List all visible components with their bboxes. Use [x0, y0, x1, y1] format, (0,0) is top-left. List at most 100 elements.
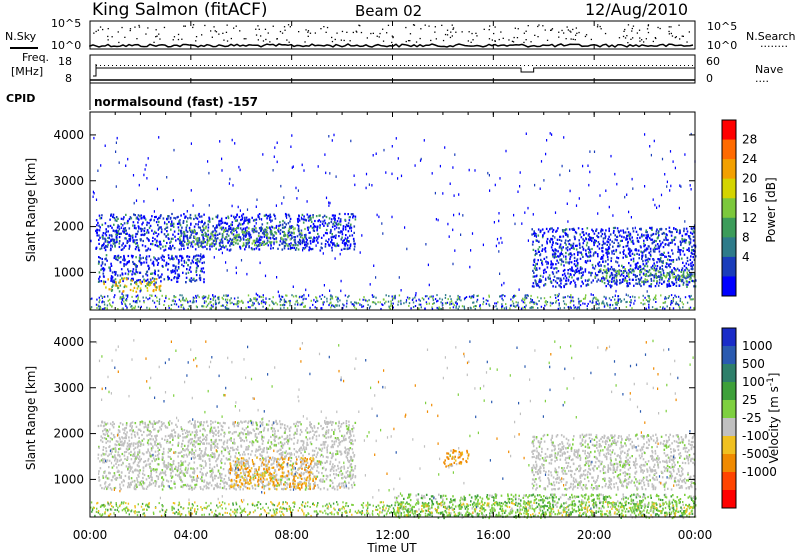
power-cell [549, 280, 552, 283]
power-cell [619, 279, 621, 282]
power-ground [299, 303, 301, 306]
power-cell [234, 237, 237, 240]
velocity-cell [133, 442, 135, 445]
power-cell [607, 252, 609, 255]
power-cell [662, 246, 665, 249]
power-cell [644, 269, 646, 272]
power-cell [344, 244, 346, 247]
power-speckle [600, 264, 602, 267]
power-ground [398, 300, 400, 303]
power-speckle [539, 187, 541, 190]
power-cell [559, 285, 561, 288]
noise-search-point [525, 39, 527, 41]
power-cell [312, 240, 314, 243]
power-cell [297, 217, 300, 220]
power-cell [236, 239, 239, 242]
power-ground [329, 298, 332, 301]
noise-search-point [286, 39, 288, 41]
power-cell [252, 219, 255, 222]
nave-point [212, 65, 213, 66]
power-ground [362, 305, 365, 308]
power-cell [626, 227, 629, 230]
nave-point [440, 65, 441, 66]
noise-search-point [192, 26, 194, 29]
power-cell [564, 239, 567, 242]
power-cell [657, 236, 659, 240]
power-cell [98, 277, 100, 280]
power-cell [345, 234, 347, 237]
power-cell [653, 274, 655, 277]
power-ground [475, 305, 477, 308]
power-cell [324, 245, 327, 248]
power-cell [679, 229, 681, 232]
power-ground [265, 307, 267, 310]
velocity-cell [305, 436, 307, 439]
power-cell [157, 262, 160, 265]
power-cell [642, 260, 644, 263]
power-ground [247, 306, 250, 309]
power-ground [501, 294, 503, 297]
noise-search-point [192, 24, 195, 26]
power-ground [294, 307, 296, 310]
power-cell [651, 238, 654, 241]
power-cell [104, 240, 107, 243]
power-cell [135, 265, 137, 268]
power-cell [608, 280, 611, 283]
noise-search-point [323, 26, 325, 28]
power-speckle [579, 267, 581, 270]
power-ground [268, 304, 271, 307]
velocity-cell [153, 420, 155, 423]
power-cell [208, 219, 211, 222]
power-cell [267, 214, 270, 217]
power-cell [662, 273, 665, 276]
nave-point [384, 65, 385, 66]
power-ground [106, 304, 109, 307]
noise-search-point [657, 26, 659, 29]
power-ground [237, 305, 239, 308]
noise-search-point [391, 35, 393, 37]
velocity-cell [123, 454, 126, 457]
power-ground [387, 300, 390, 303]
power-ground [596, 303, 598, 305]
power-cell [570, 269, 573, 272]
power-cell [235, 216, 237, 219]
nave-point [608, 65, 609, 66]
power-cell [577, 253, 579, 256]
power-cell [118, 256, 120, 259]
power-cell [111, 285, 113, 288]
power-speckle [419, 159, 422, 162]
power-cell [576, 267, 579, 270]
power-ground [125, 299, 128, 302]
power-cell [193, 225, 196, 228]
nave-point [596, 65, 597, 66]
power-ground [616, 303, 618, 306]
power-cell [594, 275, 596, 278]
power-cell [199, 274, 201, 277]
power-ground [108, 302, 111, 305]
power-cell [654, 264, 656, 267]
power-speckle [244, 233, 246, 236]
power-cell [185, 276, 188, 279]
power-cell [349, 244, 352, 247]
power-ground [226, 298, 229, 301]
power-cell [273, 238, 275, 241]
noise-search-point [419, 37, 421, 40]
power-cell [318, 235, 320, 238]
power-ground [239, 300, 241, 303]
noise-search-point [558, 36, 560, 38]
power-speckle [175, 217, 177, 220]
power-speckle [610, 154, 612, 158]
power-cell [537, 228, 540, 231]
power-speckle [452, 166, 454, 169]
power-speckle [605, 189, 607, 192]
power-cell [348, 219, 351, 222]
power-cell [581, 231, 584, 234]
power-ground [309, 306, 311, 309]
power-cell [331, 249, 333, 252]
power-cell [616, 270, 619, 273]
noise-search-point [631, 30, 633, 32]
velocity-cell [146, 485, 149, 488]
power-cell [297, 225, 300, 228]
power-cell [597, 270, 600, 274]
power-cell [180, 214, 182, 217]
